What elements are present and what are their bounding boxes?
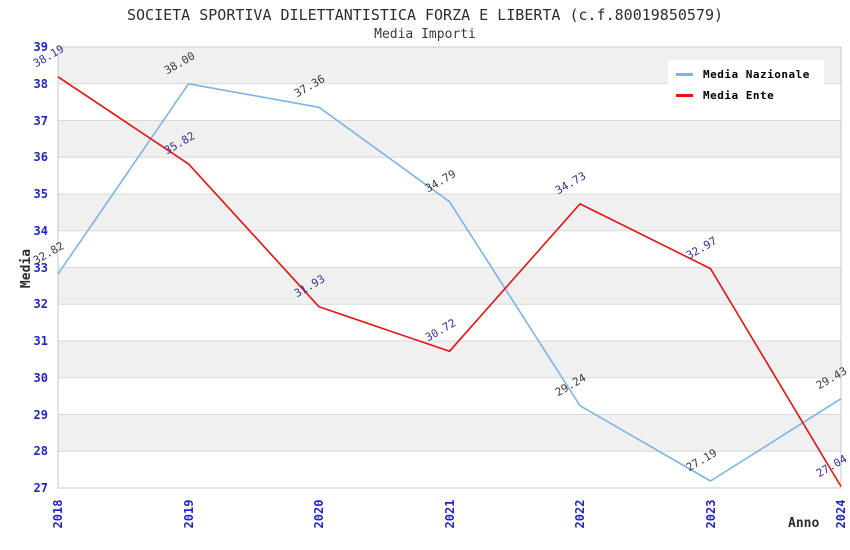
grid-band (58, 341, 841, 378)
chart-subtitle: Media Importi (374, 27, 476, 42)
legend: Media Nazionale Media Ente (668, 60, 824, 112)
y-tick-label: 34 (33, 223, 48, 238)
media-ente-line-swatch-icon (676, 94, 693, 97)
legend-item-media-ente: Media Ente (676, 89, 810, 102)
grid-band (58, 451, 841, 488)
x-tick-label: 2023 (703, 499, 718, 529)
plot-border (57, 46, 842, 489)
x-axis-title: Anno (788, 516, 820, 531)
grid-band (58, 230, 841, 268)
y-tick-label: 31 (33, 334, 48, 348)
y-tick-label: 32 (33, 297, 48, 312)
x-tick-label: 2018 (51, 499, 65, 529)
grid-band (58, 120, 841, 158)
media-nazionale-line-swatch-icon (676, 73, 693, 76)
series-line-media-nazionale (57, 83, 842, 482)
y-tick-label: 39 (33, 40, 48, 54)
legend-label: Media Nazionale (703, 68, 810, 81)
chart-title: SOCIETA SPORTIVA DILETTANTISTICA FORZA E… (126, 6, 724, 24)
y-tick-label: 30 (33, 370, 48, 385)
y-tick-label: 38 (33, 76, 48, 91)
grid-band (58, 377, 841, 415)
y-tick-label: 35 (33, 187, 48, 201)
x-tick-label: 2019 (181, 499, 196, 529)
grid-band (58, 414, 841, 452)
y-tick-label: 36 (33, 150, 48, 165)
series-line-media-ente (57, 76, 842, 487)
x-tick-label: 2020 (312, 499, 326, 529)
y-tick-label: 29 (33, 407, 48, 422)
grid-band (58, 194, 841, 231)
x-tick-label: 2022 (573, 499, 587, 529)
grid-band (58, 304, 841, 341)
legend-label: Media Ente (703, 89, 775, 102)
legend-item-media-nazionale: Media Nazionale (676, 68, 810, 81)
x-tick-label: 2021 (442, 499, 457, 529)
x-tick-label: 2024 (834, 499, 848, 529)
grid-band (58, 267, 841, 305)
y-tick-label: 37 (33, 113, 48, 128)
y-tick-label: 27 (33, 481, 48, 495)
y-tick-label: 33 (33, 260, 48, 275)
y-axis-title: Media (19, 248, 35, 289)
y-tick-label: 28 (33, 444, 48, 459)
